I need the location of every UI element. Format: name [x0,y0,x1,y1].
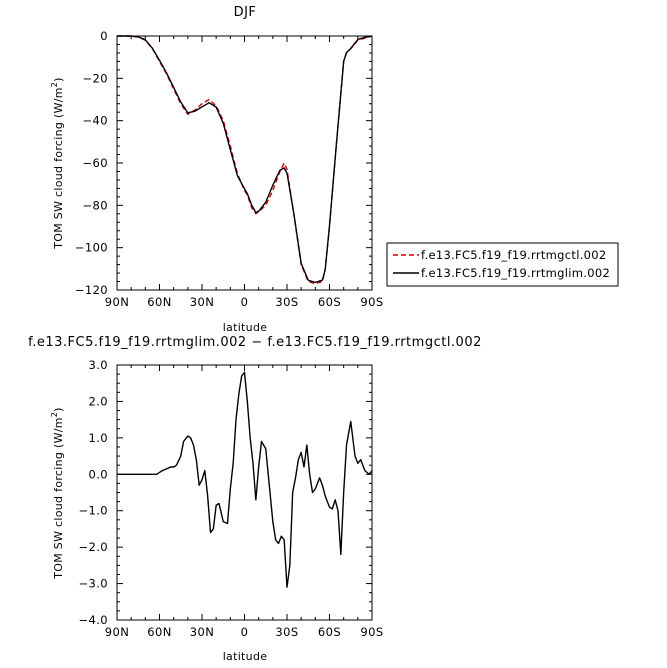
bottom-series-line-0 [117,371,373,588]
top-y-tick-label: −120 [75,283,108,297]
bottom-x-tick-label: 60S [318,625,341,639]
bottom-chart-title: f.e13.FC5.f19_f19.rrtmglim.002 − f.e13.F… [28,335,482,350]
legend-box [386,242,619,287]
bottom-y-label-main: TOM SW cloud forcing (W/m [52,417,65,580]
bottom-y-tick-label: −3.0 [78,577,108,591]
top-x-tick-label: 30S [275,295,298,309]
top-series-line-0 [117,35,373,285]
top-plot-frame [116,35,373,291]
bottom-y-tick-label: 3.0 [89,358,109,372]
top-y-tick-label: −40 [83,114,108,128]
top-x-tick-label: 60N [147,295,171,309]
legend-label-ctl: f.e13.FC5.f19_f19.rrtmgctl.002 [421,248,607,262]
top-y-tick-label: −80 [83,198,108,212]
bottom-y-tick-label: 0.0 [89,467,109,481]
top-y-tick-label: −100 [75,241,108,255]
top-y-label-tail: ) [52,77,65,82]
bottom-y-tick-label: 1.0 [89,431,109,445]
top-x-tick-label: 90N [105,295,129,309]
bottom-y-label-sup: 2 [50,412,59,417]
legend: f.e13.FC5.f19_f19.rrtmgctl.002 f.e13.FC5… [386,242,619,287]
bottom-plot-frame [116,364,373,621]
bottom-axes-group: 90N 60N 30N 0 30S 60S 90S 3.0 2.0 1.0 0.0 −1.0 −2.0 −… [78,358,383,639]
top-y-tick-label: −60 [83,156,108,170]
bottom-x-tick-label: 30N [190,625,214,639]
top-y-axis-label: TOM SW cloud forcing (W/m2) [50,77,65,250]
top-y-tick-label: −20 [83,71,108,85]
top-y-label-sup: 2 [50,82,59,87]
bottom-y-tick-label: −1.0 [78,504,108,518]
legend-label-lim: f.e13.FC5.f19_f19.rrtmglim.002 [421,266,610,280]
top-panel: DJF 90N 60N 30N 0 30S 60S 90S 0 −20 −40 −60 −80 −100… [50,5,383,334]
top-series-group [117,35,373,285]
bottom-x-tick-label: 90N [105,625,129,639]
top-y-tick-label: 0 [100,29,108,43]
bottom-x-tick-label: 90S [360,625,383,639]
top-x-tick-label: 90S [360,295,383,309]
top-y-label-main: TOM SW cloud forcing (W/m [52,87,65,250]
bottom-x-axis-label: latitude [223,650,268,663]
top-x-tick-label: 60S [318,295,341,309]
top-axes-group: 90N 60N 30N 0 30S 60S 90S 0 −20 −40 −60 −80 −100 −120 [75,29,383,309]
top-x-axis-label: latitude [223,321,268,334]
top-series-line-1 [117,35,373,284]
bottom-x-tick-label: 60N [147,625,171,639]
bottom-y-tick-label: 2.0 [89,394,109,408]
bottom-x-tick-label: 30S [275,625,298,639]
bottom-y-label-tail: ) [52,407,65,412]
bottom-series-group [117,371,373,588]
bottom-y-tick-label: −4.0 [78,613,108,627]
top-x-tick-label: 0 [241,295,249,309]
top-x-tick-label: 30N [190,295,214,309]
bottom-y-axis-label: TOM SW cloud forcing (W/m2) [50,407,65,580]
bottom-x-tick-label: 0 [241,625,249,639]
top-chart-title: DJF [234,5,257,20]
bottom-y-tick-label: −2.0 [78,540,108,554]
bottom-panel: f.e13.FC5.f19_f19.rrtmglim.002 − f.e13.F… [28,335,482,663]
